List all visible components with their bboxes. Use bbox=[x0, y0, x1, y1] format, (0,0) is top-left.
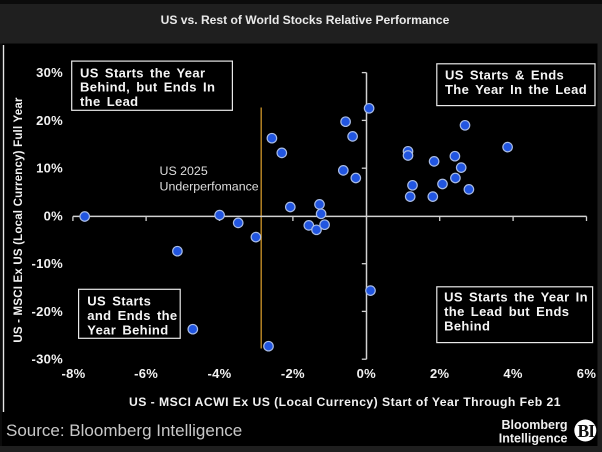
svg-text:BI: BI bbox=[578, 421, 596, 441]
svg-text:-2%: -2% bbox=[281, 366, 305, 381]
svg-text:Intelligence: Intelligence bbox=[499, 432, 568, 446]
svg-text:10%: 10% bbox=[36, 161, 63, 176]
svg-text:Bloomberg: Bloomberg bbox=[502, 418, 568, 432]
svg-text:Behind: Behind bbox=[444, 318, 490, 333]
svg-text:US vs. Rest of World Stocks Re: US vs. Rest of World Stocks Relative Per… bbox=[161, 13, 450, 27]
svg-text:30%: 30% bbox=[36, 65, 63, 80]
svg-text:Underperfomance: Underperfomance bbox=[160, 180, 259, 194]
svg-text:-6%: -6% bbox=[134, 366, 158, 381]
svg-text:US - MSCI ACWI Ex US (Local Cu: US - MSCI ACWI Ex US (Local Currency) St… bbox=[129, 395, 561, 409]
svg-text:-10%: -10% bbox=[31, 256, 63, 271]
svg-text:-4%: -4% bbox=[207, 366, 231, 381]
svg-text:4%: 4% bbox=[503, 366, 523, 381]
svg-text:US Starts: US Starts bbox=[87, 294, 151, 309]
svg-text:0%: 0% bbox=[357, 366, 377, 381]
svg-text:-30%: -30% bbox=[31, 352, 63, 367]
svg-text:and Ends the: and Ends the bbox=[87, 308, 177, 323]
svg-text:the Lead but Ends: the Lead but Ends bbox=[444, 304, 569, 319]
svg-text:Source: Bloomberg Intelligence: Source: Bloomberg Intelligence bbox=[6, 421, 242, 440]
svg-text:2%: 2% bbox=[430, 366, 450, 381]
svg-text:US Starts the Year: US Starts the Year bbox=[80, 65, 205, 80]
svg-text:US Starts the Year In: US Starts the Year In bbox=[444, 290, 588, 305]
svg-text:Behind, but Ends In: Behind, but Ends In bbox=[80, 80, 215, 95]
svg-text:-8%: -8% bbox=[61, 366, 85, 381]
svg-text:The Year In the Lead: The Year In the Lead bbox=[445, 82, 587, 97]
svg-text:US Starts & Ends: US Starts & Ends bbox=[445, 68, 564, 83]
svg-text:-20%: -20% bbox=[31, 304, 63, 319]
svg-text:Year Behind: Year Behind bbox=[87, 322, 168, 337]
svg-text:20%: 20% bbox=[36, 113, 63, 128]
svg-text:0%: 0% bbox=[44, 208, 64, 223]
svg-text:US - MSCI Ex US (Local Currenc: US - MSCI Ex US (Local Currency) Full Ye… bbox=[13, 97, 25, 343]
svg-text:6%: 6% bbox=[577, 366, 597, 381]
svg-text:US 2025: US 2025 bbox=[160, 164, 208, 178]
svg-text:the Lead: the Lead bbox=[80, 94, 138, 109]
